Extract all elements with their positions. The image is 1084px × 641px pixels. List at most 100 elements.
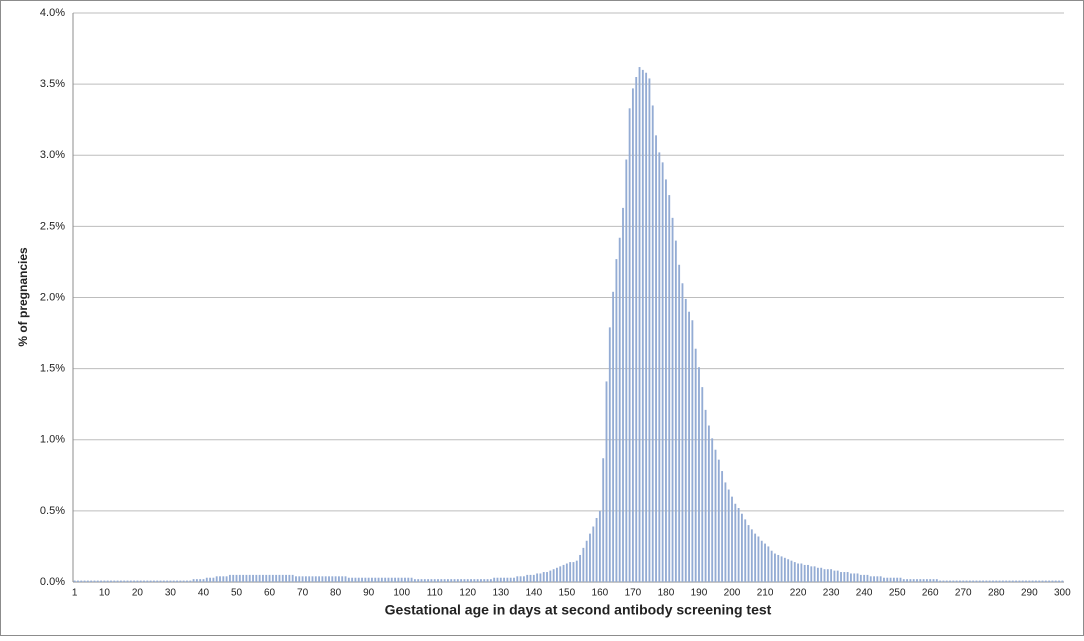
y-tick-label: 3.0% <box>40 149 65 161</box>
bar <box>678 264 681 582</box>
bar <box>873 576 875 582</box>
x-tick-label: 120 <box>459 588 476 599</box>
y-tick-label: 2.0% <box>40 291 65 303</box>
bar <box>166 580 169 582</box>
bar <box>417 579 420 582</box>
bar <box>209 577 212 582</box>
bar <box>420 579 423 582</box>
bar <box>978 580 981 582</box>
bar <box>503 577 506 582</box>
bar <box>612 291 615 582</box>
bar <box>176 580 178 582</box>
x-tick-label: 60 <box>264 588 276 599</box>
bar <box>182 580 185 582</box>
bar <box>935 579 938 582</box>
bar <box>238 574 241 582</box>
bar <box>1048 580 1051 582</box>
bar <box>565 563 568 582</box>
y-tick-label: 3.5% <box>40 78 65 90</box>
bar <box>1044 580 1047 582</box>
bar <box>1028 580 1031 582</box>
bar <box>106 580 109 582</box>
bar <box>301 576 304 582</box>
bar <box>460 579 463 582</box>
bar <box>790 560 793 582</box>
bar <box>427 579 430 582</box>
bar <box>394 577 396 582</box>
bar <box>364 577 367 582</box>
bar <box>1025 580 1027 582</box>
bar <box>453 579 456 582</box>
bar <box>866 574 869 582</box>
bar <box>671 217 674 582</box>
bar <box>605 381 608 582</box>
bar <box>959 580 961 582</box>
bar <box>737 508 740 582</box>
bar <box>149 580 152 582</box>
bar <box>559 566 562 582</box>
bar <box>714 449 717 582</box>
bar <box>701 387 704 582</box>
bar <box>351 577 354 582</box>
bar <box>496 577 499 582</box>
x-tick-label: 20 <box>132 588 144 599</box>
bar <box>96 580 99 582</box>
bar <box>440 579 443 582</box>
y-tick-label: 4.0% <box>40 7 65 19</box>
bar <box>750 529 753 582</box>
bar <box>916 579 918 582</box>
bar <box>562 564 565 582</box>
bar <box>767 546 770 582</box>
bar <box>850 573 852 582</box>
bar <box>830 569 833 582</box>
bar <box>337 576 340 582</box>
bar <box>93 580 96 582</box>
bar <box>572 562 575 582</box>
bar <box>727 489 730 582</box>
bar <box>985 580 988 582</box>
bar <box>136 580 139 582</box>
bar <box>724 482 727 582</box>
bar <box>489 579 492 582</box>
bar <box>314 576 317 582</box>
bar <box>407 577 410 582</box>
bar <box>968 580 971 582</box>
bar <box>252 574 254 582</box>
bar <box>536 573 539 582</box>
bar <box>199 579 202 582</box>
bar <box>222 576 225 582</box>
bar <box>156 580 159 582</box>
bar <box>707 425 710 582</box>
bar <box>556 567 558 582</box>
bar <box>810 566 813 582</box>
bar <box>906 579 909 582</box>
bar <box>248 574 251 582</box>
bar <box>493 577 496 582</box>
bar <box>681 283 684 582</box>
bar <box>807 564 809 582</box>
bar <box>219 576 221 582</box>
bar <box>321 576 324 582</box>
bar <box>892 577 895 582</box>
bar <box>357 577 360 582</box>
bar <box>1018 580 1021 582</box>
x-tick-label: 80 <box>330 588 342 599</box>
bar <box>278 574 281 582</box>
bar <box>770 550 773 582</box>
bar <box>390 577 393 582</box>
bar <box>437 579 439 582</box>
bar <box>922 579 925 582</box>
bar <box>853 573 856 582</box>
bar <box>116 580 119 582</box>
bar <box>463 579 466 582</box>
bar <box>949 580 951 582</box>
x-tick-label: 90 <box>363 588 375 599</box>
bar <box>430 579 433 582</box>
bar <box>965 580 968 582</box>
bar <box>304 576 307 582</box>
bar <box>691 320 694 582</box>
bar <box>774 553 776 582</box>
bar <box>820 567 823 582</box>
bar <box>625 159 628 582</box>
